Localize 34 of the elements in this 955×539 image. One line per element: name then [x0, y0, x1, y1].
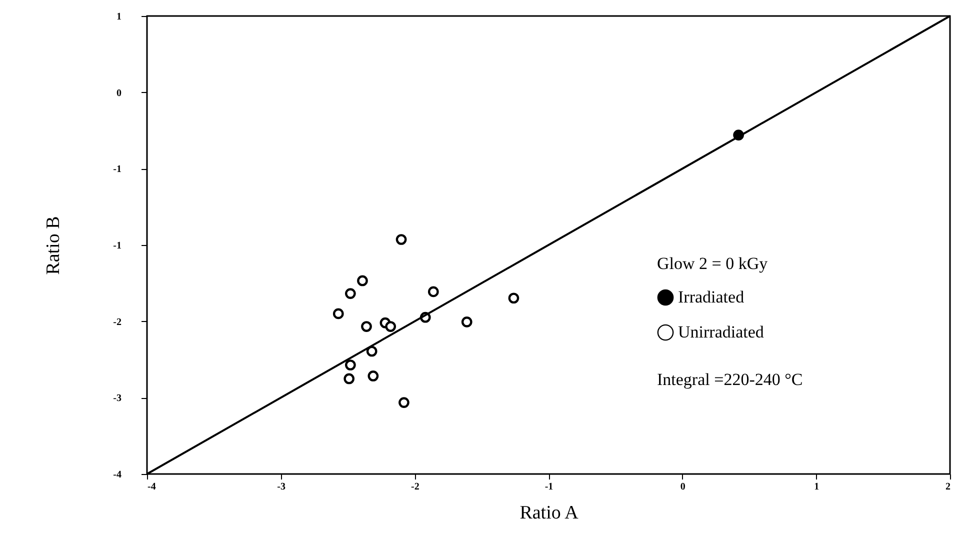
- point: [366, 346, 378, 357]
- legend-title: Glow 2 = 0 kGy: [657, 254, 768, 273]
- point: [398, 397, 410, 408]
- annotation: Integral =220-240 °C: [657, 370, 803, 389]
- x-axis-title: Ratio A: [520, 502, 579, 524]
- y-tick-label: -1: [113, 164, 122, 176]
- x-tick-label: -1: [544, 482, 554, 492]
- y-tick-label: 1: [116, 12, 122, 22]
- point: [385, 321, 396, 332]
- point: [357, 275, 368, 286]
- point: [368, 370, 379, 382]
- y-tick-label: -2: [113, 316, 122, 328]
- x-tick-label: -2: [410, 482, 420, 492]
- x-tick-label: 2: [946, 482, 950, 492]
- y-tick-label: -3: [113, 393, 122, 404]
- point: [461, 316, 472, 328]
- x-tick-label: -3: [277, 482, 286, 492]
- point: [361, 321, 372, 332]
- point: [344, 373, 355, 384]
- point: [396, 234, 407, 245]
- point: [344, 360, 356, 370]
- point: [508, 292, 520, 304]
- legend-label: Unirradiated: [678, 322, 764, 342]
- point: [428, 286, 439, 298]
- y-tick-label: -4: [113, 470, 122, 480]
- legend-label: Irradiated: [678, 288, 745, 306]
- x-tick-label: 0: [680, 482, 686, 492]
- point: [344, 288, 356, 299]
- y-tick-label: -1: [113, 240, 122, 252]
- y-tick-label: 0: [116, 88, 122, 99]
- x-tick-label: -4: [148, 482, 156, 492]
- point: [332, 308, 344, 320]
- y-axis-title: Ratio B: [43, 216, 64, 275]
- x-tick-label: 1: [814, 482, 820, 492]
